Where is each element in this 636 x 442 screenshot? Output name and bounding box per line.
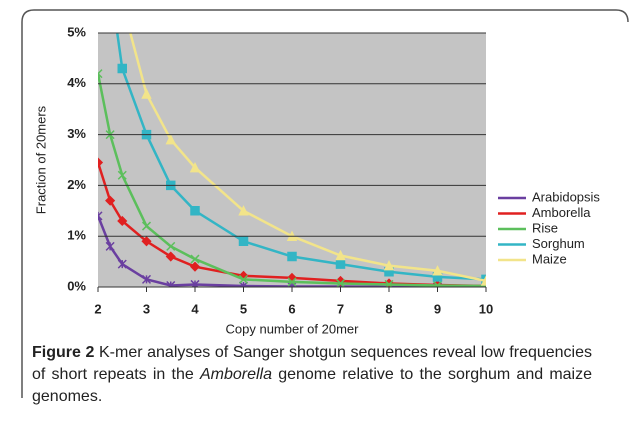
- caption-label: Figure 2: [32, 344, 95, 361]
- y-tick-label: 3%: [67, 126, 86, 141]
- frame: [21, 9, 629, 398]
- legend-label: Sorghum: [532, 236, 585, 251]
- caption-italic: Amborella: [199, 366, 272, 383]
- marker: [480, 275, 486, 286]
- legend-label: Rise: [532, 220, 558, 235]
- marker: [105, 195, 116, 206]
- marker: [117, 215, 128, 227]
- x-tick-label: 3: [143, 301, 150, 316]
- marker: [190, 206, 200, 216]
- marker: [384, 279, 394, 287]
- marker: [238, 281, 249, 287]
- marker: [287, 251, 297, 262]
- marker: [117, 259, 127, 269]
- marker: [190, 254, 200, 264]
- marker: [166, 280, 176, 287]
- caption: Figure 2 K-mer analyses of Sanger shotgu…: [32, 342, 592, 408]
- marker: [118, 0, 126, 7]
- marker: [166, 241, 176, 251]
- marker: [238, 274, 249, 284]
- marker: [287, 277, 297, 287]
- marker: [141, 236, 152, 247]
- x-tick-label: 6: [288, 301, 295, 316]
- plot: [98, 0, 486, 287]
- series-line: [115, 33, 486, 281]
- y-tick-label: 4%: [67, 75, 86, 90]
- marker: [141, 221, 152, 231]
- x-tick-label: 8: [385, 301, 392, 316]
- x-tick-label: 4: [191, 301, 199, 316]
- y-axis-label: Fraction of 20mers: [33, 105, 48, 214]
- marker: [165, 134, 176, 145]
- x-tick-label: 9: [434, 301, 441, 316]
- x-tick-label: 5: [240, 301, 247, 316]
- y-tick-label: 2%: [67, 177, 86, 192]
- marker: [189, 261, 201, 272]
- x-tick-label: 2: [94, 301, 101, 316]
- caption-text: K-mer analyses of Sanger shotgun sequenc…: [32, 344, 593, 383]
- marker: [98, 69, 103, 79]
- marker: [98, 211, 103, 221]
- marker: [383, 259, 395, 271]
- series-line: [98, 73, 486, 287]
- marker: [432, 265, 443, 276]
- legend-label: Arabidopsis: [532, 189, 600, 204]
- marker: [165, 251, 176, 262]
- x-tick-label: 10: [479, 301, 493, 316]
- x-axis-label: Copy number of 20mer: [226, 321, 360, 336]
- marker: [117, 63, 127, 74]
- marker: [432, 280, 443, 287]
- marker: [141, 88, 152, 99]
- series-line: [129, 33, 486, 283]
- marker: [335, 278, 346, 287]
- x-tick-label: 7: [337, 301, 344, 316]
- marker: [189, 161, 201, 173]
- caption-text: genome relative to the sorghum and maize…: [32, 366, 592, 405]
- marker: [238, 205, 249, 216]
- marker: [117, 170, 127, 180]
- y-tick-label: 5%: [67, 24, 86, 39]
- legend-label: Maize: [532, 251, 567, 266]
- marker: [238, 236, 249, 247]
- legend-label: Amborella: [532, 205, 591, 220]
- marker: [141, 274, 152, 284]
- marker: [335, 249, 346, 261]
- y-tick-label: 0%: [67, 278, 86, 293]
- marker: [98, 157, 104, 168]
- y-tick-label: 1%: [67, 228, 86, 243]
- marker: [335, 259, 346, 269]
- marker: [190, 279, 200, 287]
- marker: [105, 241, 115, 251]
- plot-area: [98, 33, 486, 287]
